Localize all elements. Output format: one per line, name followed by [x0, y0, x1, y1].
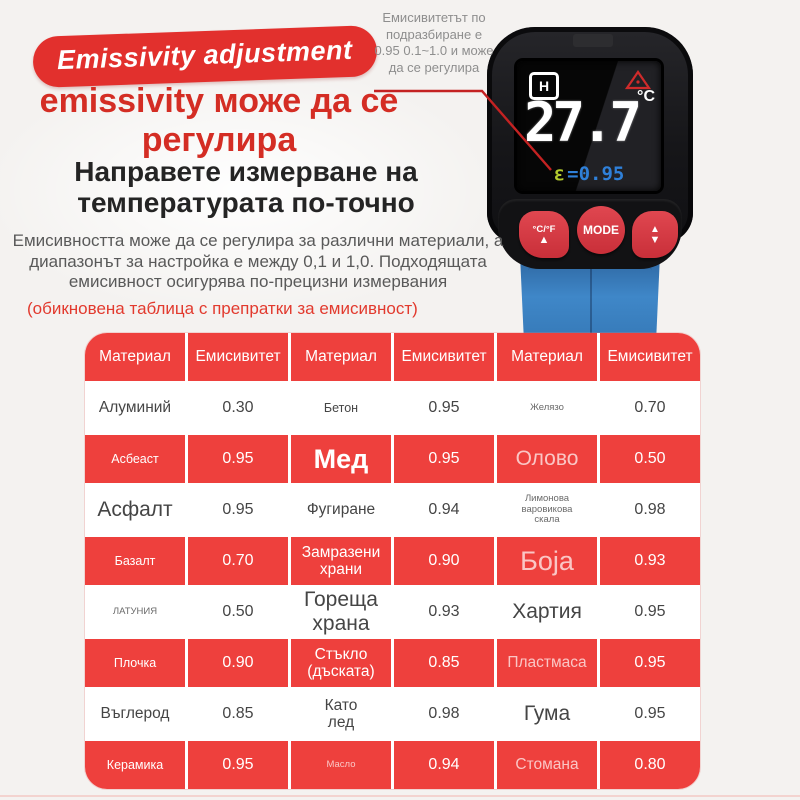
material-cell: Лимонова варовикова скала — [497, 486, 597, 534]
material-cell: ЛАТУНИЯ — [85, 588, 185, 636]
emissivity-value-cell: 0.95 — [600, 639, 700, 687]
heading-black: Направете измерване на температурата по-т… — [74, 156, 418, 218]
material-cell: Стъкло (дъската) — [291, 639, 391, 687]
material-cell: Масло — [291, 741, 391, 789]
material-cell: Стомана — [497, 741, 597, 789]
material-cell: Мед — [291, 435, 391, 483]
material-cell: Фугиране — [291, 486, 391, 534]
device-lcd-screen: H 27.7 °C ε =0.95 — [517, 61, 661, 191]
emissivity-value-cell: 0.85 — [394, 639, 494, 687]
material-cell: Асфалт — [85, 486, 185, 534]
emissivity-value-cell: 0.98 — [600, 486, 700, 534]
emissivity-readout: ε =0.95 — [517, 163, 661, 185]
material-cell: Гореща храна — [291, 588, 391, 636]
emissivity-value-cell: 0.90 — [188, 639, 288, 687]
material-cell: Гума — [497, 690, 597, 738]
table-header-cell: Материал — [85, 333, 185, 381]
emissivity-value-cell: 0.94 — [394, 741, 494, 789]
temperature-readout: 27.7 — [523, 91, 642, 154]
device-sensor-slot — [573, 34, 613, 47]
ir-thermometer-image: H 27.7 °C ε =0.95 °C/°F ▲ MODE ▲ ▼ — [487, 27, 693, 362]
emissivity-value-cell: 0.50 — [188, 588, 288, 636]
unit-toggle-button: °C/°F ▲ — [519, 211, 569, 258]
emissivity-value-cell: 0.30 — [188, 384, 288, 432]
mode-button: MODE — [577, 206, 625, 254]
material-cell: Замразени храни — [291, 537, 391, 585]
emissivity-value-cell: 0.95 — [394, 435, 494, 483]
emissivity-value-cell: 0.93 — [394, 588, 494, 636]
emissivity-value-cell: 0.70 — [600, 384, 700, 432]
up-arrow-icon: ▲ — [538, 234, 550, 246]
emissivity-value-cell: 0.98 — [394, 690, 494, 738]
table-header-cell: Емисивитет — [600, 333, 700, 381]
emissivity-value-cell: 0.80 — [600, 741, 700, 789]
emissivity-value-cell: 0.94 — [394, 486, 494, 534]
emissivity-value-cell: 0.70 — [188, 537, 288, 585]
material-cell: Боја — [497, 537, 597, 585]
material-cell: Въглерод — [85, 690, 185, 738]
emissivity-value-cell: 0.95 — [188, 435, 288, 483]
material-cell: Алуминий — [85, 384, 185, 432]
heading-red: emissivity може да се регулира — [39, 82, 399, 159]
bottom-divider — [0, 795, 800, 797]
material-cell: Желязо — [497, 384, 597, 432]
emissivity-reference-table: Материал Емисивитет Материал Емисивитет Мате… — [85, 333, 700, 789]
laser-icon: ▲ — [650, 223, 660, 235]
material-cell: Плочка — [85, 639, 185, 687]
material-cell: Като лед — [291, 690, 391, 738]
material-cell: Бетон — [291, 384, 391, 432]
epsilon-symbol: ε — [553, 163, 566, 185]
material-cell: Хартия — [497, 588, 597, 636]
emissivity-callout-text: Емисивитетът по подразбиране е 0.95 0.1~1.… — [374, 10, 494, 75]
table-header-cell: Материал — [291, 333, 391, 381]
table-reference-note: (обикновена таблица с препратки за емиси… — [27, 299, 418, 318]
emissivity-value-cell: 0.95 — [394, 384, 494, 432]
table-header-cell: Емисивитет — [188, 333, 288, 381]
emissivity-value-cell: 0.85 — [188, 690, 288, 738]
emissivity-value-cell: 0.50 — [600, 435, 700, 483]
epsilon-value: =0.95 — [567, 163, 625, 185]
description-paragraph: Емисивността може да се регулира за разл… — [12, 231, 504, 291]
emissivity-value-cell: 0.90 — [394, 537, 494, 585]
emissivity-value-cell: 0.95 — [188, 741, 288, 789]
material-cell: Асбеаст — [85, 435, 185, 483]
emissivity-value-cell: 0.95 — [600, 690, 700, 738]
table-header-cell: Емисивитет — [394, 333, 494, 381]
device-head: H 27.7 °C ε =0.95 °C/°F ▲ MODE ▲ ▼ — [487, 27, 693, 269]
table-header-cell: Материал — [497, 333, 597, 381]
laser-down-button: ▲ ▼ — [632, 211, 678, 258]
emissivity-value-cell: 0.93 — [600, 537, 700, 585]
device-button-panel: °C/°F ▲ MODE ▲ ▼ — [498, 199, 682, 269]
emissivity-value-cell: 0.95 — [600, 588, 700, 636]
material-cell: Базалт — [85, 537, 185, 585]
down-arrow-icon: ▼ — [649, 233, 661, 246]
laser-warning-icon — [625, 70, 651, 90]
emissivity-value-cell: 0.95 — [188, 486, 288, 534]
material-cell: Олово — [497, 435, 597, 483]
temperature-unit: °C — [637, 88, 655, 105]
material-cell: Пластмаса — [497, 639, 597, 687]
material-cell: Керамика — [85, 741, 185, 789]
